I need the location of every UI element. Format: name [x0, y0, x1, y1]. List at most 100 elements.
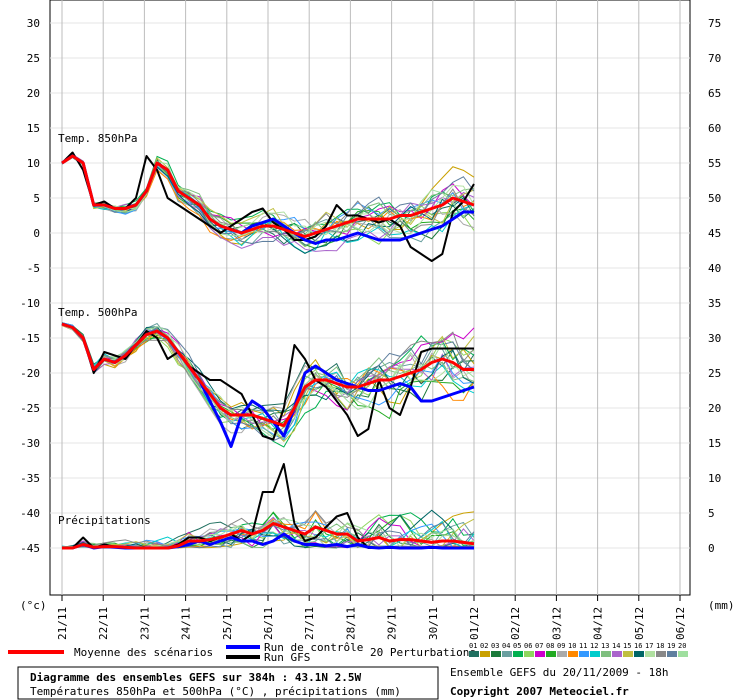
right-tick-label: 30	[708, 332, 721, 345]
swatch-number: 19	[667, 642, 675, 650]
swatch-color	[612, 651, 622, 657]
swatch-number: 12	[590, 642, 598, 650]
left-tick-label: -5	[27, 262, 40, 275]
swatch-color	[645, 651, 655, 657]
swatch-color	[491, 651, 501, 657]
x-tick-label: 30/11	[427, 607, 440, 640]
left-tick-label: 0	[33, 227, 40, 240]
swatch-number: 06	[524, 642, 532, 650]
swatch-number: 07	[535, 642, 543, 650]
left-tick-label: 5	[33, 192, 40, 205]
title-box	[17, 666, 439, 700]
legend-perturbations-label: 20 Perturbations	[370, 646, 476, 659]
swatch-color	[502, 651, 512, 657]
swatch-number: 20	[678, 642, 686, 650]
swatch-color	[568, 651, 578, 657]
swatch-color	[623, 651, 633, 657]
chart-title: Diagramme des ensembles GEFS sur 384h : …	[30, 671, 362, 684]
t500-perturbation-14	[61, 324, 475, 424]
left-tick-label: -30	[20, 437, 40, 450]
x-tick-label: 04/12	[592, 607, 605, 640]
right-tick-label: 20	[708, 402, 721, 415]
left-tick-label: -40	[20, 507, 40, 520]
swatch-color	[513, 651, 523, 657]
swatch-color	[535, 651, 545, 657]
right-tick-label: 75	[708, 17, 721, 30]
x-tick-label: 29/11	[386, 607, 399, 640]
swatch-color	[546, 651, 556, 657]
swatch-color	[667, 651, 677, 657]
panel-label-precip: Précipitations	[58, 514, 151, 527]
right-tick-label: 15	[708, 437, 721, 450]
right-tick-label: 10	[708, 472, 721, 485]
swatch-color	[480, 651, 490, 657]
swatch-color	[557, 651, 567, 657]
precip-mean-line	[62, 522, 475, 550]
swatch-number: 13	[601, 642, 609, 650]
right-tick-label: 65	[708, 87, 721, 100]
plot-area	[49, 0, 691, 596]
chart-subtitle: Températures 850hPa et 500hPa (°C) , pré…	[30, 685, 401, 698]
x-tick-label: 06/12	[674, 607, 687, 640]
t850-perturbation-17	[61, 156, 475, 236]
x-axis: 21/11 22/11 23/11 24/11 25/11 26/11 27/11 28/11…	[56, 595, 687, 640]
main-lines	[61, 151, 475, 550]
x-tick-label: 05/12	[633, 607, 646, 640]
x-tick-label: 01/12	[468, 607, 481, 640]
right-tick-label: 0	[708, 542, 715, 555]
right-unit-label: (mm)	[708, 599, 735, 612]
left-tick-label: 10	[27, 157, 40, 170]
panel-label-t850: Temp. 850hPa	[58, 132, 137, 145]
right-tick-label: 5	[708, 507, 715, 520]
grid	[50, 0, 690, 595]
panel-label-t500: Temp. 500hPa	[58, 306, 137, 319]
t500-perturbation-20	[61, 324, 475, 439]
x-tick-label: 28/11	[344, 607, 357, 640]
legend: Moyenne des scénarios Run de contrôle Ru…	[8, 641, 688, 664]
swatch-number: 04	[502, 642, 510, 650]
x-tick-label: 25/11	[221, 607, 234, 640]
swatch-color	[601, 651, 611, 657]
right-tick-label: 50	[708, 192, 721, 205]
right-tick-label: 25	[708, 367, 721, 380]
left-tick-label: 15	[27, 122, 40, 135]
right-tick-label: 60	[708, 122, 721, 135]
precip-perturbation-16	[61, 509, 475, 549]
legend-control-label: Run de contrôle	[264, 641, 363, 654]
left-axis: 30 25 20 15 10 5 0 -5 -10 -15 -20 -25 -30 -35 -40 -45	[20, 17, 40, 555]
perturbation-swatches: 01 02 03 04 05 06 07 08 09 10 11 12 13 14 15 16 17 18 19 20	[469, 642, 688, 657]
swatch-number: 08	[546, 642, 554, 650]
x-tick-label: 23/11	[138, 607, 151, 640]
left-tick-label: 25	[27, 52, 40, 65]
x-tick-label: 21/11	[56, 607, 69, 640]
x-tick-label: 27/11	[303, 607, 316, 640]
legend-mean-label: Moyenne des scénarios	[74, 646, 213, 659]
left-tick-label: 20	[27, 87, 40, 100]
x-tick-label: 22/11	[97, 607, 110, 640]
swatch-number: 14	[612, 642, 620, 650]
left-tick-label: -25	[20, 402, 40, 415]
swatch-number: 15	[623, 642, 631, 650]
left-tick-label: 30	[27, 17, 40, 30]
swatch-number: 05	[513, 642, 521, 650]
swatch-number: 10	[568, 642, 576, 650]
swatch-number: 17	[645, 642, 653, 650]
t850-gfs-line	[61, 151, 475, 262]
left-tick-label: -20	[20, 367, 40, 380]
swatch-number: 01	[469, 642, 477, 650]
t500-mean-line	[61, 322, 474, 427]
swatch-color	[634, 651, 644, 657]
t850-mean-line	[61, 154, 475, 238]
swatch-number: 03	[491, 642, 499, 650]
x-tick-label: 02/12	[509, 607, 522, 640]
x-tick-label: 24/11	[180, 607, 193, 640]
t850-perturbation-20	[61, 156, 475, 237]
right-tick-label: 55	[708, 157, 721, 170]
swatch-number: 16	[634, 642, 642, 650]
left-tick-label: -45	[20, 542, 40, 555]
swatch-number: 09	[557, 642, 565, 650]
left-unit-label: (°c)	[20, 599, 47, 612]
swatch-color	[656, 651, 666, 657]
